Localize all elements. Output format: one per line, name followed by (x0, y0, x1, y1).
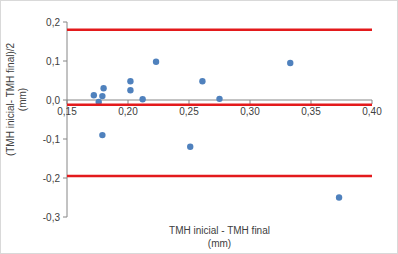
y-axis-label: (mm) (17, 88, 28, 111)
y-tick-label: 0,1 (46, 56, 60, 67)
y-tick-label: -0,3 (43, 212, 61, 223)
point (99, 93, 105, 99)
y-tick (63, 61, 67, 62)
y-tick (63, 178, 67, 179)
point (127, 87, 133, 93)
y-tick (63, 217, 67, 218)
point (287, 60, 293, 66)
reference-line (67, 29, 372, 32)
x-tick-label: 0,20 (118, 106, 138, 117)
x-tick-label: 0,25 (179, 106, 199, 117)
point (199, 78, 205, 84)
x-tick (250, 100, 251, 104)
chart: -0,3 -0,2 -0,1 0,0 0,1 0,2 0,15 0,20 0,25 0,30 0,3… (0, 0, 398, 254)
y-tick (63, 139, 67, 140)
chart-border (1, 1, 398, 254)
point (336, 194, 342, 200)
y-tick (63, 22, 67, 23)
x-tick (311, 100, 312, 104)
point (99, 132, 105, 138)
plot-data (67, 30, 372, 201)
y-tick-label: 0,2 (46, 17, 60, 28)
point (216, 96, 222, 102)
x-tick-label: 0,40 (362, 106, 382, 117)
reference-line (67, 103, 372, 106)
point (127, 78, 133, 84)
x-tick (128, 100, 129, 104)
y-axis-label: (TMH inicial- TMH final)/2 (5, 42, 16, 156)
x-axis-label: TMH inicial - TMH final (169, 225, 270, 236)
point (139, 96, 145, 102)
y-tick-label: -0,1 (43, 134, 61, 145)
x-tick (67, 100, 68, 104)
x-tick-label: 0,15 (57, 106, 77, 117)
point (153, 59, 159, 65)
x-tick-label: 0,35 (301, 106, 321, 117)
chart-container: -0,3 -0,2 -0,1 0,0 0,1 0,2 0,15 0,20 0,25 0,30 0,3… (0, 0, 398, 254)
point (91, 92, 97, 98)
point (100, 85, 106, 91)
x-tick-label: 0,30 (240, 106, 260, 117)
reference-line (67, 175, 372, 178)
x-axis-label: (mm) (208, 238, 231, 249)
y-tick-label: -0,2 (43, 173, 61, 184)
y-axis (67, 22, 68, 217)
y-tick (63, 100, 67, 101)
x-tick (189, 100, 190, 104)
y-tick-label: 0,0 (46, 95, 60, 106)
x-tick (372, 100, 373, 104)
point (187, 144, 193, 150)
